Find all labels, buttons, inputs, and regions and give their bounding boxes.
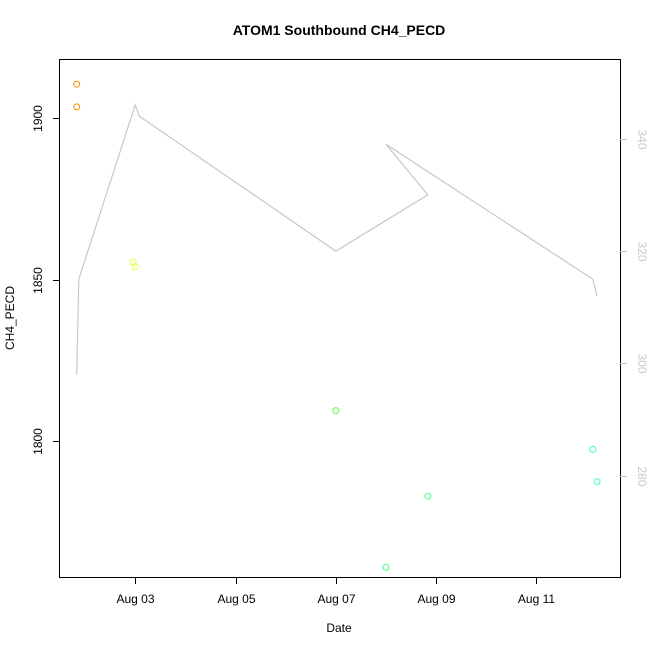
y-tick-label: 1850 (31, 267, 45, 294)
y2-tick-label: 340 (635, 129, 649, 149)
data-point (424, 492, 432, 500)
data-point (382, 563, 390, 571)
series-line (76, 103, 598, 375)
x-tick-label: Aug 07 (317, 592, 355, 606)
y-tick-label: 1800 (31, 428, 45, 455)
chart-title: ATOM1 Southbound CH4_PECD (233, 22, 446, 38)
x-axis: Aug 03 Aug 05 Aug 07 Aug 09 Aug 11 (116, 577, 555, 606)
data-point (593, 478, 601, 486)
x-tick-label: Aug 11 (518, 592, 555, 606)
x-tick-label: Aug 05 (217, 592, 255, 606)
x-axis-label: Date (326, 621, 352, 635)
secondary-series-line (76, 103, 598, 375)
y-axis-label: CH4_PECD (3, 286, 17, 350)
y2-tick-label: 300 (635, 353, 649, 373)
data-point (332, 407, 340, 415)
data-point (73, 103, 81, 111)
x-tick-label: Aug 03 (116, 592, 154, 606)
data-point (131, 263, 139, 271)
data-point (73, 80, 81, 88)
y-axis-right: 280 300 320 340 (620, 129, 649, 487)
y2-tick-label: 280 (635, 466, 649, 486)
y-tick-label: 1900 (31, 105, 45, 132)
plot-area (59, 59, 621, 578)
y2-tick-label: 320 (635, 241, 649, 261)
y-axis-left: 1800 1850 1900 (31, 105, 60, 455)
x-tick-label: Aug 09 (417, 592, 455, 606)
data-point (589, 445, 597, 453)
primary-series-points (73, 80, 601, 571)
